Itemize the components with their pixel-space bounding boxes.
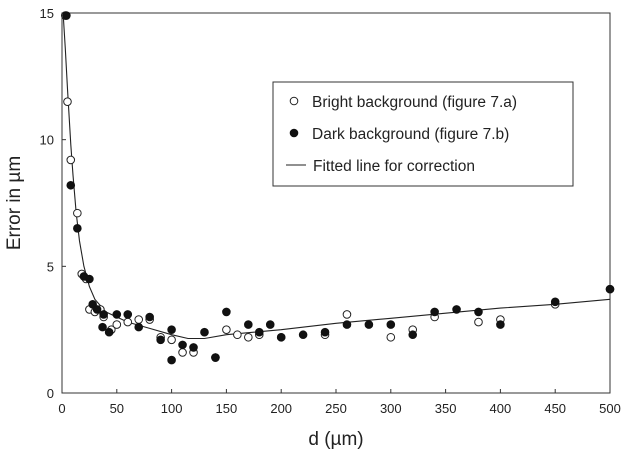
x-tick-label: 200 bbox=[270, 401, 292, 416]
dark-point bbox=[167, 355, 176, 365]
bright-point bbox=[167, 335, 176, 345]
dark-point bbox=[386, 320, 396, 329]
legend-marker-bright bbox=[289, 96, 299, 106]
dark-point bbox=[104, 327, 114, 337]
dark-point bbox=[408, 330, 418, 340]
dark-point bbox=[244, 320, 253, 329]
dark-point bbox=[605, 284, 615, 294]
y-tick-label: 5 bbox=[47, 259, 54, 274]
legend-label-bright: Bright background (figure 7.a) bbox=[312, 94, 517, 111]
x-tick-label: 150 bbox=[216, 401, 238, 416]
legend-label-dark: Dark background (figure 7.b) bbox=[312, 126, 509, 143]
y-axis-title: Error in µm bbox=[4, 156, 25, 250]
legend: Bright background (figure 7.a) Dark back… bbox=[272, 81, 574, 187]
dark-point bbox=[98, 322, 107, 332]
dark-point bbox=[145, 312, 154, 322]
bright-point bbox=[123, 317, 133, 327]
dark-point bbox=[200, 327, 209, 337]
dark-point bbox=[430, 307, 439, 317]
bright-point bbox=[66, 155, 76, 165]
plot-area bbox=[61, 12, 611, 394]
dark-point bbox=[298, 330, 308, 340]
bright-point bbox=[63, 97, 72, 106]
y-tick-label: 15 bbox=[40, 6, 54, 21]
bright-point bbox=[244, 332, 253, 342]
dark-point bbox=[112, 310, 122, 319]
x-tick-label: 400 bbox=[490, 401, 512, 416]
x-tick-label: 300 bbox=[380, 401, 402, 416]
dark-point bbox=[276, 332, 286, 342]
dark-point bbox=[92, 305, 102, 314]
data-points bbox=[60, 11, 615, 365]
x-tick-label: 500 bbox=[599, 401, 621, 416]
bright-point bbox=[112, 320, 122, 329]
bright-point bbox=[222, 325, 231, 334]
dark-point bbox=[66, 180, 76, 190]
bright-point bbox=[342, 310, 352, 319]
dark-point bbox=[123, 310, 133, 319]
x-tick-label: 50 bbox=[110, 401, 124, 416]
dark-point bbox=[99, 310, 108, 319]
dark-point bbox=[254, 327, 264, 337]
legend-label-fit: Fitted line for correction bbox=[313, 158, 475, 175]
axis-ticks: 0 50 100 150 200 250 300 350 400 450 500 0 5 10 15 bbox=[40, 6, 621, 416]
dark-point bbox=[222, 307, 231, 317]
bright-point bbox=[178, 348, 187, 357]
bright-point bbox=[134, 315, 144, 324]
x-axis-title: d (µm) bbox=[308, 429, 363, 450]
x-tick-label: 250 bbox=[325, 401, 347, 416]
dark-point bbox=[452, 305, 461, 314]
bright-point bbox=[474, 317, 483, 327]
x-tick-label: 0 bbox=[58, 401, 65, 416]
dark-point bbox=[364, 320, 374, 329]
dark-point bbox=[320, 327, 330, 337]
dark-point bbox=[62, 11, 71, 20]
dark-point bbox=[342, 320, 352, 329]
x-tick-label: 100 bbox=[161, 401, 183, 416]
bright-point bbox=[233, 330, 242, 340]
y-tick-label: 0 bbox=[47, 386, 54, 401]
dark-point bbox=[211, 353, 220, 362]
dark-point bbox=[156, 335, 165, 345]
x-tick-label: 450 bbox=[544, 401, 566, 416]
dark-point bbox=[134, 322, 144, 332]
bright-point bbox=[386, 332, 396, 342]
dark-point bbox=[550, 297, 560, 307]
bright-point bbox=[73, 208, 82, 218]
dark-point bbox=[85, 274, 94, 284]
y-tick-label: 10 bbox=[40, 133, 54, 148]
dark-point bbox=[189, 343, 198, 352]
dark-point bbox=[167, 325, 176, 334]
dark-point bbox=[474, 307, 483, 317]
legend-box bbox=[272, 81, 574, 187]
dark-point bbox=[178, 340, 187, 350]
legend-marker-dark bbox=[289, 128, 299, 138]
x-tick-label: 350 bbox=[435, 401, 457, 416]
dark-point bbox=[496, 320, 505, 329]
dark-point bbox=[73, 224, 82, 233]
dark-point bbox=[265, 320, 275, 329]
